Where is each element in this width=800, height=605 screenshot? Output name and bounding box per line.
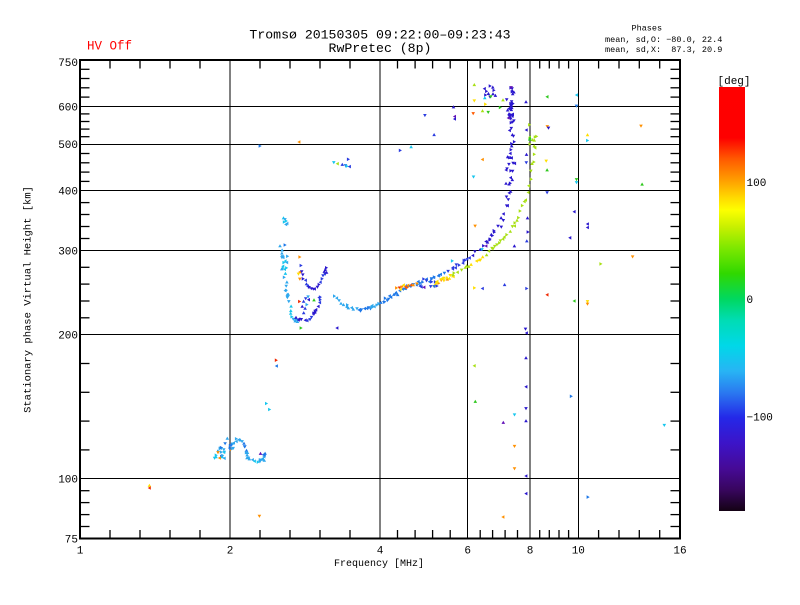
svg-text:600: 600 — [58, 102, 78, 114]
svg-text:1: 1 — [77, 546, 84, 558]
svg-text:100: 100 — [58, 475, 78, 487]
svg-text:400: 400 — [58, 187, 78, 199]
svg-text:16: 16 — [673, 546, 686, 558]
svg-text:[deg]: [deg] — [718, 76, 751, 88]
svg-text:75: 75 — [65, 534, 78, 546]
svg-text:8: 8 — [527, 546, 534, 558]
svg-text:Stationary phase Virtual Heigh: Stationary phase Virtual Height [km] — [23, 186, 35, 413]
svg-text:Tromsø 20150305 09:22:00–09:23: Tromsø 20150305 09:22:00–09:23:43 — [249, 28, 510, 43]
svg-text:RwPretec (8p): RwPretec (8p) — [329, 41, 432, 56]
svg-text:750: 750 — [58, 58, 78, 70]
svg-text:−100: −100 — [747, 413, 773, 425]
svg-text:mean, sd,X: 87.3, 20.9: mean, sd,X: 87.3, 20.9 — [605, 45, 722, 55]
svg-text:Frequency [MHz]: Frequency [MHz] — [334, 558, 424, 570]
svg-text:300: 300 — [58, 246, 78, 258]
svg-text:500: 500 — [58, 140, 78, 152]
svg-text:2: 2 — [227, 546, 234, 558]
svg-text:6: 6 — [464, 546, 471, 558]
svg-text:HV Off: HV Off — [87, 40, 132, 54]
svg-text:100: 100 — [747, 178, 767, 190]
svg-text:4: 4 — [377, 546, 384, 558]
svg-text:0: 0 — [747, 295, 754, 307]
svg-text:mean, sd,O: −80.0, 22.4: mean, sd,O: −80.0, 22.4 — [605, 35, 722, 45]
svg-text:10: 10 — [572, 546, 585, 558]
svg-text:Phases: Phases — [632, 24, 663, 34]
svg-text:200: 200 — [58, 331, 78, 343]
